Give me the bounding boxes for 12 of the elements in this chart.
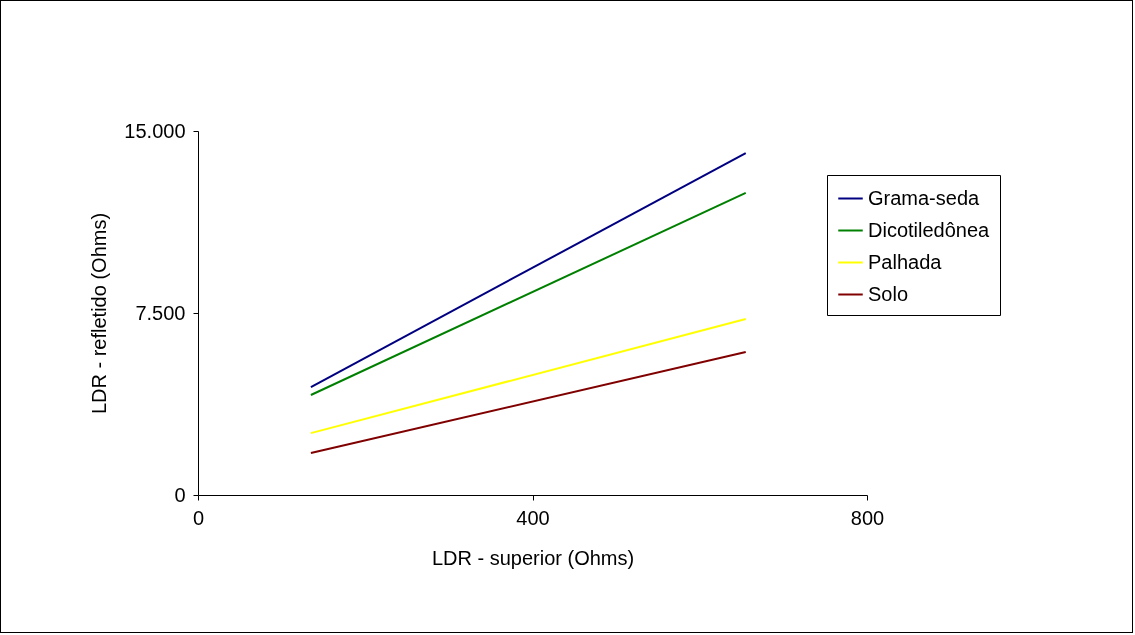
legend-label: Grama-seda — [868, 186, 981, 209]
y-axis-title: LDR - refletido (Ohms) — [88, 212, 111, 415]
x-tick-label: 0 — [192, 506, 205, 529]
x-tick-label: 800 — [850, 506, 885, 529]
y-tick-label: 15.000 — [124, 119, 186, 142]
legend-label: Solo — [868, 282, 909, 305]
x-axis-title: LDR - superior (Ohms) — [431, 546, 635, 569]
legend-label: Palhada — [868, 250, 943, 273]
legend-label: Dicotiledônea — [868, 218, 991, 241]
y-tick-label: 7.500 — [135, 301, 186, 324]
y-tick-label: 0 — [174, 483, 186, 506]
x-tick-label: 400 — [516, 506, 550, 529]
